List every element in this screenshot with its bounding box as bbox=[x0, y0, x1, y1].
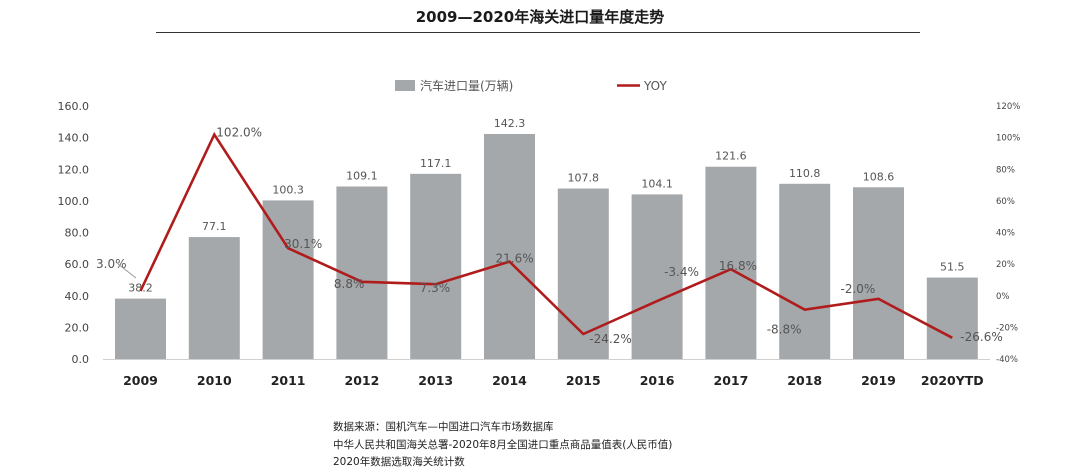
yoy-value-label: -2.0% bbox=[841, 282, 876, 296]
yoy-value-label: 7.3% bbox=[420, 281, 451, 295]
yoy-value-label: 8.8% bbox=[334, 277, 365, 291]
left-axis-tick-label: 160.0 bbox=[58, 100, 90, 113]
yoy-value-label: -24.2% bbox=[589, 332, 631, 346]
x-axis-tick-label: 2016 bbox=[640, 373, 675, 388]
bar-value-label: 104.1 bbox=[641, 177, 673, 190]
bar bbox=[188, 237, 240, 359]
yoy-value-label: 102.0% bbox=[216, 125, 262, 139]
yoy-line bbox=[139, 131, 953, 339]
bar-value-label: 108.6 bbox=[863, 170, 895, 183]
yoy-value-label: 3.0% bbox=[96, 257, 127, 271]
yoy-value-label: -3.4% bbox=[664, 265, 699, 279]
left-axis-tick-label: 100.0 bbox=[58, 195, 90, 208]
bar bbox=[926, 277, 978, 359]
bar bbox=[262, 200, 314, 359]
x-axis-tick-label: 2009 bbox=[123, 373, 158, 388]
combo-chart: 0.0 20.0 40.0 60.0 80.0 100.0 120.0 140.0 160.0 -… bbox=[58, 78, 1021, 388]
bar bbox=[410, 173, 462, 359]
chart-title: 2009—2020年海关进口量年度走势 bbox=[415, 8, 665, 26]
bar-value-label: 107.8 bbox=[568, 172, 600, 185]
x-axis-tick-label: 2013 bbox=[418, 373, 453, 388]
right-axis-tick-label: -40% bbox=[996, 355, 1018, 365]
right-axis-tick-label: 100% bbox=[996, 134, 1020, 144]
bar bbox=[115, 298, 166, 359]
yoy-value-label: 30.1% bbox=[284, 237, 322, 251]
legend-swatch-bar bbox=[395, 80, 415, 91]
bar-value-label: 142.3 bbox=[494, 117, 526, 130]
right-axis-tick-label: 20% bbox=[996, 260, 1015, 270]
x-axis-tick-label: 2018 bbox=[787, 373, 822, 388]
x-axis-tick-label: 2011 bbox=[271, 373, 306, 388]
source-line-1: 数据来源：国机汽车—中国进口汽车市场数据库 bbox=[333, 421, 554, 433]
left-axis-tick-label: 80.0 bbox=[65, 227, 90, 240]
x-axis-tick-label: 2017 bbox=[714, 373, 749, 388]
left-axis-tick-label: 140.0 bbox=[58, 132, 90, 145]
bar-value-label: 109.1 bbox=[346, 169, 378, 182]
x-axis-tick-label: 2010 bbox=[197, 373, 232, 388]
yoy-value-label: -8.8% bbox=[767, 323, 802, 337]
label-leader-line bbox=[117, 263, 137, 279]
bar-value-label: 117.1 bbox=[420, 157, 452, 170]
source-line-3: 2020年数据选取海关统计数 bbox=[333, 456, 465, 468]
bar-value-label: 77.1 bbox=[202, 220, 227, 233]
left-axis-tick-label: 40.0 bbox=[65, 290, 90, 303]
right-axis-tick-label: 120% bbox=[996, 102, 1020, 112]
bar bbox=[484, 133, 535, 359]
bar-value-label: 51.5 bbox=[940, 261, 965, 274]
right-axis-tick-label: -20% bbox=[996, 323, 1018, 333]
source-notes: 数据来源：国机汽车—中国进口汽车市场数据库 中华人民共和国海关总署-2020年8… bbox=[333, 419, 672, 472]
source-line-2: 中华人民共和国海关总署-2020年8月全国进口重点商品量值表(人民币值) bbox=[333, 438, 673, 451]
legend-label-line: YOY bbox=[643, 79, 667, 93]
bar bbox=[705, 166, 757, 359]
right-axis-tick-label: 60% bbox=[996, 197, 1015, 207]
title-underline bbox=[156, 32, 920, 33]
left-axis-tick-label: 0.0 bbox=[72, 353, 90, 366]
bar bbox=[631, 194, 683, 359]
x-axis-tick-label: 2015 bbox=[566, 373, 601, 388]
left-axis-tick-label: 60.0 bbox=[65, 258, 90, 271]
bar bbox=[853, 187, 904, 359]
right-axis-tick-label: 0% bbox=[996, 292, 1010, 302]
legend-label-bar: 汽车进口量(万辆) bbox=[420, 78, 513, 93]
bar bbox=[779, 183, 831, 359]
bar-value-label: 110.8 bbox=[789, 167, 821, 180]
yoy-value-label: 16.8% bbox=[719, 259, 757, 273]
bar bbox=[557, 188, 609, 359]
yoy-value-label: 21.6% bbox=[496, 252, 534, 266]
right-axis-tick-label: 80% bbox=[996, 165, 1015, 175]
right-axis-tick-label: 40% bbox=[996, 229, 1015, 239]
x-axis-tick-label: 2014 bbox=[492, 373, 527, 388]
yoy-value-label: -26.6% bbox=[960, 330, 1002, 344]
x-axis-tick-label: 2019 bbox=[861, 373, 896, 388]
left-axis-tick-label: 20.0 bbox=[65, 321, 90, 334]
bar-value-label: 100.3 bbox=[272, 183, 304, 196]
x-axis-tick-label: 2012 bbox=[345, 373, 380, 388]
bar-value-label: 121.6 bbox=[715, 150, 747, 163]
x-axis-tick-label: 2020YTD bbox=[921, 373, 984, 388]
left-axis-tick-label: 120.0 bbox=[58, 163, 90, 176]
